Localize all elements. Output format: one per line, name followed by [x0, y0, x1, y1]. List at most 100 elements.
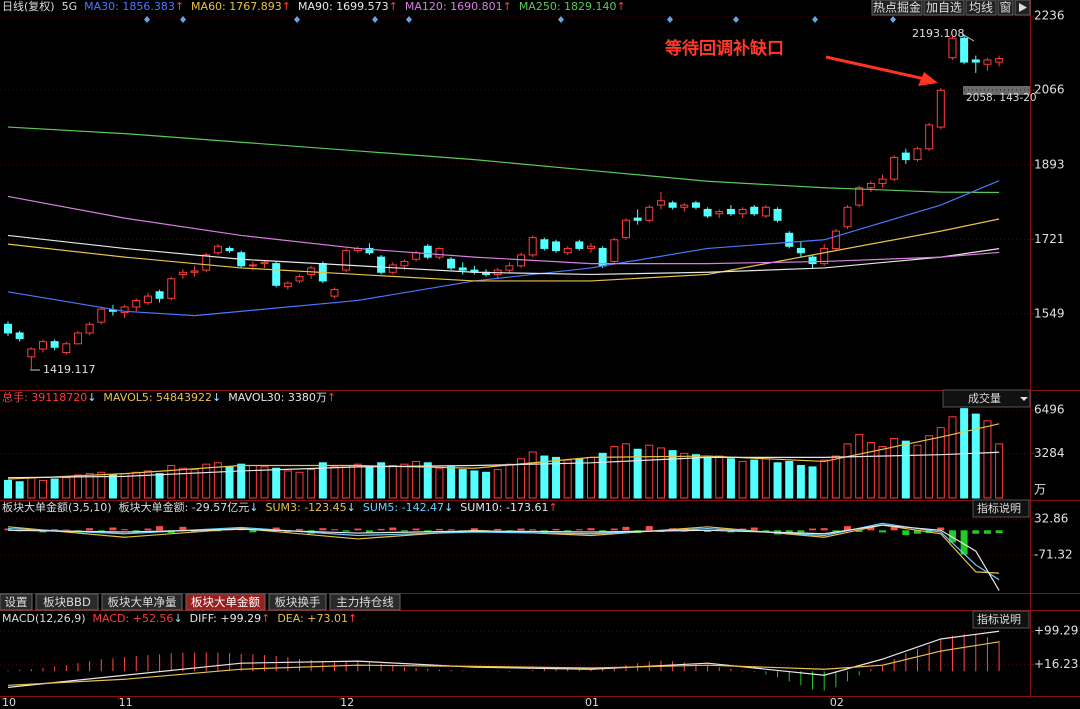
annotation: 2193.108	[912, 27, 965, 40]
fund-bar	[564, 530, 572, 533]
candle-body	[633, 217, 642, 221]
toolbar-button[interactable]	[965, 0, 997, 16]
candle-body	[365, 247, 374, 254]
candle-body	[505, 265, 514, 271]
callout-text: 等待回调补缺口	[665, 38, 784, 59]
candle-body	[202, 254, 211, 271]
marker-diamond	[406, 16, 412, 23]
indicator-line	[7, 630, 1000, 688]
dropdown-icon	[1020, 397, 1028, 401]
fund-bar	[494, 528, 502, 531]
candle-body	[948, 37, 957, 59]
candle-body	[62, 343, 71, 353]
volume-bar	[540, 455, 549, 499]
legend-arrow: ↓	[347, 501, 356, 514]
volume-bar	[773, 462, 782, 499]
volume-bar	[15, 481, 24, 499]
fund-bar	[62, 529, 70, 531]
fund-bar	[144, 528, 152, 531]
candle-body	[796, 247, 805, 254]
fund-bar	[750, 527, 758, 531]
fund-bar	[529, 529, 537, 531]
candle-body	[73, 332, 82, 345]
volume-bar	[493, 469, 502, 499]
candle-body	[377, 256, 386, 273]
candle-body	[738, 208, 747, 215]
tab[interactable]	[0, 593, 33, 611]
toolbar-button[interactable]	[997, 0, 1014, 16]
volume-bar	[843, 443, 852, 499]
candle-body	[831, 230, 840, 249]
volume-bar	[656, 447, 665, 499]
volume-bar	[330, 466, 339, 499]
fund-bar	[354, 528, 362, 531]
legend-entry: DEA: +73.01	[277, 612, 348, 625]
volume-bar	[505, 463, 514, 499]
toolbar-button[interactable]	[923, 0, 965, 16]
legend-entry: MA30: 1856.383	[84, 0, 175, 13]
indicator-selector[interactable]	[942, 389, 1031, 408]
volume-bar	[691, 454, 700, 499]
tab[interactable]	[35, 593, 99, 611]
volume-bar	[668, 450, 677, 499]
candle-body	[843, 206, 852, 228]
candle-body	[901, 152, 910, 161]
tab-label: 主力持仓线	[336, 595, 394, 609]
volume-bar	[73, 474, 82, 499]
volume-bar	[703, 456, 712, 499]
indicator-help[interactable]	[972, 499, 1030, 518]
candle-body	[703, 208, 712, 217]
tab[interactable]	[101, 593, 183, 611]
volume-bar	[388, 465, 397, 499]
candle-body	[97, 308, 106, 323]
volume-bar	[38, 479, 47, 499]
tab-label: 板块BBD	[43, 595, 91, 609]
legend-entry: MA60: 1767.893	[191, 0, 282, 13]
candle-body	[155, 291, 164, 299]
fund-bar	[983, 530, 991, 534]
fund-bar	[832, 530, 840, 532]
y-tick-label: -71.32	[1034, 548, 1073, 562]
legend-entry: 5G	[62, 0, 78, 13]
selector-label: 成交量	[968, 391, 1001, 405]
indicator-line	[7, 423, 1000, 480]
toolbar-button[interactable]	[871, 0, 923, 16]
volume-bar	[155, 473, 164, 499]
volume-bar	[167, 465, 176, 499]
y-tick-label: +99.29	[1034, 624, 1078, 638]
tab[interactable]	[329, 593, 401, 611]
candle-body	[913, 148, 922, 161]
candle-body	[656, 200, 665, 206]
candle-body	[750, 206, 759, 215]
candle-body	[4, 323, 12, 334]
tab[interactable]	[268, 593, 327, 611]
volume-bar	[808, 466, 817, 499]
candle-body	[621, 219, 630, 239]
candle-body	[785, 232, 794, 247]
candle-body	[330, 289, 339, 297]
fund-bar	[330, 529, 338, 531]
tab[interactable]	[185, 593, 266, 611]
fund-bar	[552, 528, 560, 531]
candle-body	[808, 256, 817, 265]
legend-entry: MA90: 1699.573	[298, 0, 389, 13]
fund-bar	[109, 527, 117, 531]
fund-bar	[179, 526, 187, 531]
y-tick-label: 1721	[1034, 232, 1065, 246]
legend-entry: SUM3: -123.45	[265, 501, 346, 514]
legend-arrow: ↑	[617, 0, 626, 13]
candle-body	[50, 341, 59, 348]
volume-bar	[563, 459, 572, 499]
tab-bar: 设置 板块BBD 板块大单净量 板块大单金额 板块换手 主力持仓线	[0, 593, 401, 611]
legend-entry: SUM5: -142.47	[363, 501, 444, 514]
candle-body	[563, 247, 572, 254]
annotation-box	[963, 86, 1030, 95]
fund-bar	[844, 526, 852, 531]
candle-body	[855, 187, 864, 206]
volume-unit: 万	[1034, 483, 1046, 497]
candle-body	[15, 332, 24, 340]
volume-bar	[213, 462, 222, 499]
indicator-help[interactable]	[972, 610, 1030, 629]
fund-bar	[377, 528, 385, 531]
fund-bar	[296, 528, 303, 531]
